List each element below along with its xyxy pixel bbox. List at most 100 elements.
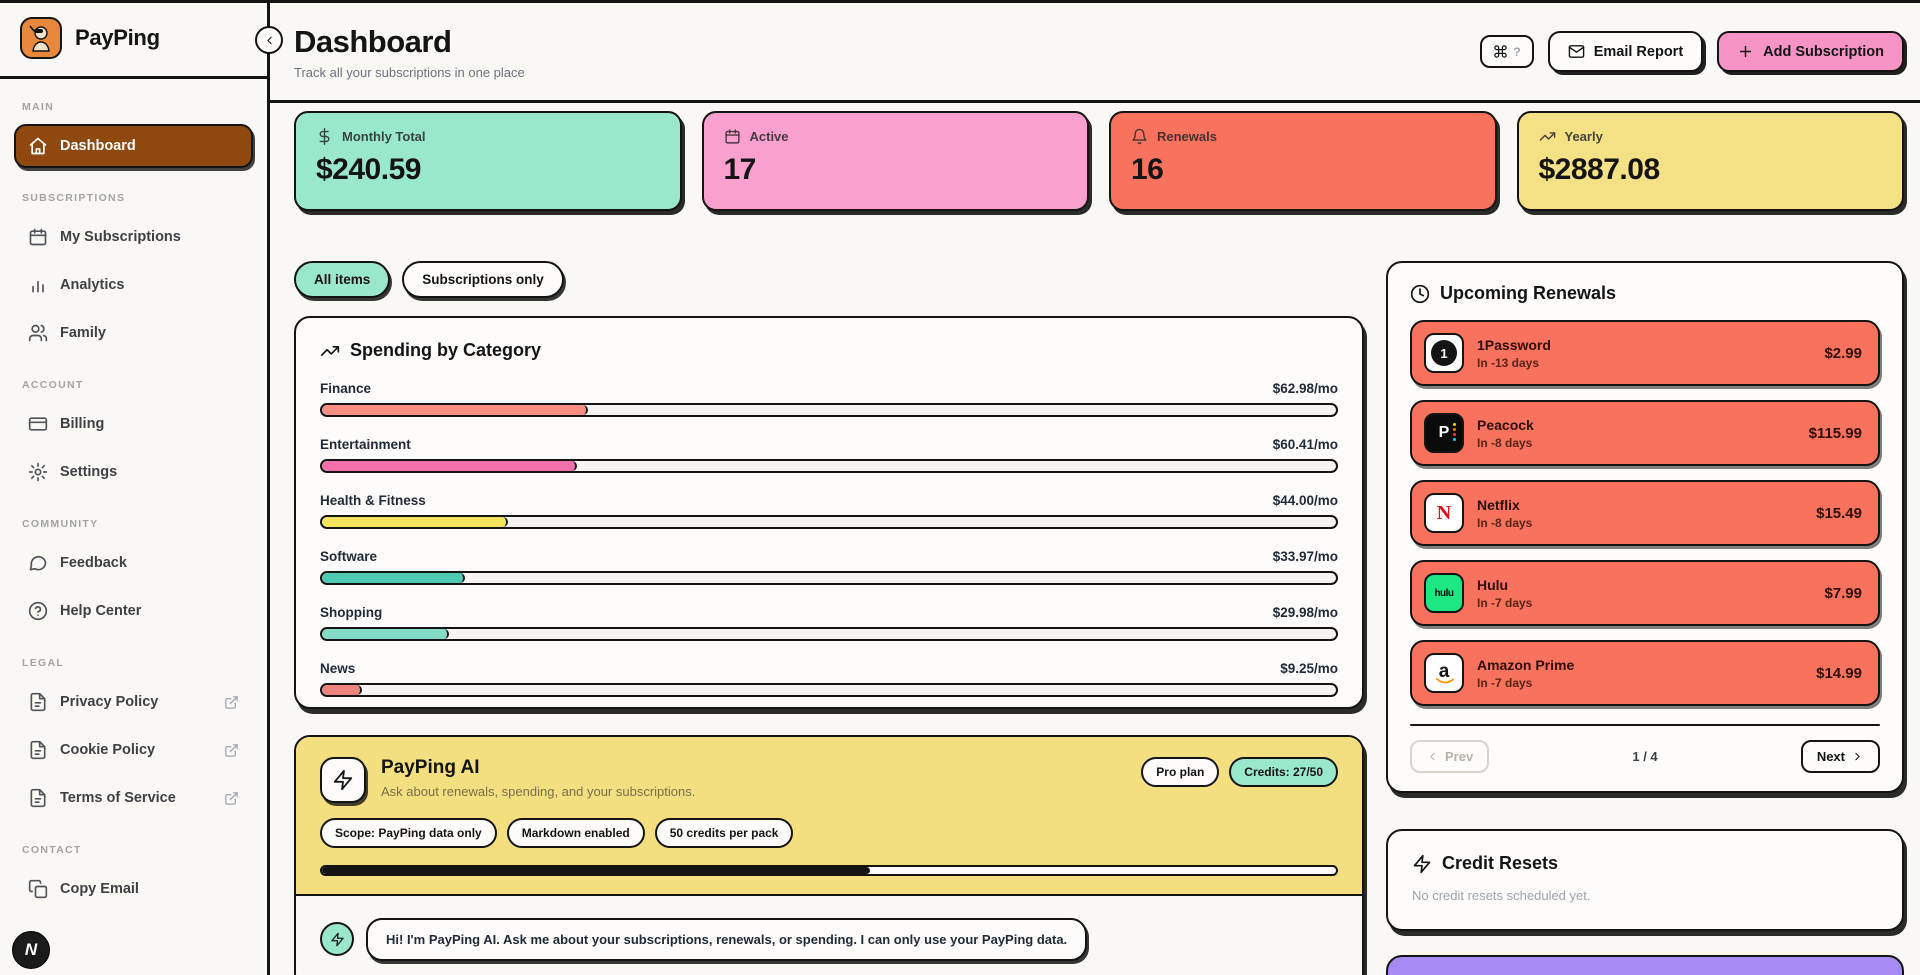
stat-card-yearly: Yearly $2887.08 bbox=[1516, 111, 1904, 211]
renewal-list: 1 1Password In -13 days $2.99 P Peacock In -8 … bbox=[1410, 320, 1880, 706]
credit-resets-card: Credit Resets No credit resets scheduled… bbox=[1386, 829, 1904, 931]
category-bar-track bbox=[320, 683, 1338, 697]
renewal-item-1password[interactable]: 1 1Password In -13 days $2.99 bbox=[1410, 320, 1880, 386]
credits-badge: Credits: 27/50 bbox=[1229, 757, 1338, 787]
renewal-item-hulu[interactable]: hulu Hulu In -7 days $7.99 bbox=[1410, 560, 1880, 626]
category-bar-fill bbox=[322, 461, 577, 471]
page-indicator: 1 / 4 bbox=[1632, 749, 1658, 764]
amazon-prime-logo: a bbox=[1424, 653, 1464, 693]
renewal-price: $7.99 bbox=[1824, 584, 1862, 602]
chevron-left-icon bbox=[1426, 750, 1439, 763]
prev-page-button[interactable]: Prev bbox=[1410, 740, 1490, 773]
nav-section-label: LEGAL bbox=[22, 657, 65, 669]
ai-tag-scope-payping-data-only: Scope: PayPing data only bbox=[320, 818, 497, 848]
sidebar-item-analytics[interactable]: Analytics bbox=[14, 263, 253, 307]
trend-icon bbox=[1539, 128, 1556, 145]
renewal-price: $14.99 bbox=[1816, 664, 1862, 682]
nextjs-badge[interactable]: N bbox=[12, 931, 50, 969]
sidebar-item-copy-email[interactable]: Copy Email bbox=[14, 867, 253, 911]
sidebar-item-cookie-policy[interactable]: Cookie Policy bbox=[14, 728, 253, 772]
stat-label: Active bbox=[749, 129, 789, 144]
category-value: $29.98/mo bbox=[1272, 605, 1338, 620]
renewal-item-amazon-prime[interactable]: a Amazon Prime In -7 days $14.99 bbox=[1410, 640, 1880, 706]
file-icon bbox=[28, 692, 48, 712]
external-link-icon bbox=[224, 743, 239, 758]
next-page-button[interactable]: Next bbox=[1800, 740, 1880, 773]
file-icon bbox=[28, 788, 48, 808]
page-header: Dashboard Track all your subscriptions i… bbox=[270, 3, 1920, 103]
spending-card-title: Spending by Category bbox=[350, 340, 542, 360]
1password-logo: 1 bbox=[1424, 333, 1464, 373]
renewal-due: In -7 days bbox=[1477, 675, 1533, 690]
credit-resets-title: Credit Resets bbox=[1442, 853, 1559, 873]
renewal-due: In -8 days bbox=[1477, 515, 1533, 530]
sidebar-item-family[interactable]: Family bbox=[14, 311, 253, 355]
sidebar-item-feedback[interactable]: Feedback bbox=[14, 541, 253, 585]
email-report-button[interactable]: Email Report bbox=[1547, 31, 1704, 72]
users-icon bbox=[28, 323, 48, 343]
nav-section-contact: CONTACT Copy Email bbox=[14, 844, 253, 911]
renewal-item-peacock[interactable]: P Peacock In -8 days $115.99 bbox=[1410, 400, 1880, 466]
dollar-icon bbox=[316, 128, 333, 145]
bar-chart-icon bbox=[28, 275, 48, 295]
renewal-price: $15.49 bbox=[1816, 504, 1862, 522]
renewal-due: In -7 days bbox=[1477, 595, 1533, 610]
renewal-name: Hulu bbox=[1477, 576, 1509, 593]
sidebar-item-billing[interactable]: Billing bbox=[14, 402, 253, 446]
category-bar-fill bbox=[322, 685, 362, 695]
sidebar-collapse-button[interactable] bbox=[255, 26, 283, 54]
trending-up-icon bbox=[320, 341, 340, 361]
renewal-price: $2.99 bbox=[1824, 344, 1862, 362]
file-icon bbox=[28, 740, 48, 760]
category-bar-fill bbox=[322, 405, 588, 415]
mail-icon bbox=[1568, 43, 1585, 60]
zap-icon bbox=[1412, 854, 1432, 874]
renewal-name: Amazon Prime bbox=[1477, 656, 1575, 673]
netflix-logo: N bbox=[1424, 493, 1464, 533]
divider bbox=[1410, 724, 1880, 726]
category-value: $44.00/mo bbox=[1272, 493, 1338, 508]
ai-message-bubble: Hi! I'm PayPing AI. Ask me about your su… bbox=[366, 918, 1088, 961]
stat-value: $240.59 bbox=[316, 153, 421, 186]
gear-icon bbox=[28, 462, 48, 482]
pro-plan-badge: Pro plan bbox=[1141, 757, 1220, 787]
page-title: Dashboard bbox=[294, 23, 452, 59]
credits-progress-fill bbox=[322, 867, 870, 874]
stat-value: $2887.08 bbox=[1538, 153, 1661, 186]
stat-card-active: Active 17 bbox=[701, 111, 1089, 211]
filter-subscriptions-only[interactable]: Subscriptions only bbox=[402, 261, 564, 298]
category-value: $9.25/mo bbox=[1280, 661, 1338, 676]
chevron-left-icon bbox=[263, 34, 276, 47]
renewal-price: $115.99 bbox=[1808, 424, 1862, 442]
renewal-item-netflix[interactable]: N Netflix In -8 days $15.49 bbox=[1410, 480, 1880, 546]
category-label: Shopping bbox=[320, 605, 383, 620]
sidebar-item-privacy-policy[interactable]: Privacy Policy bbox=[14, 680, 253, 724]
spending-row-health-fitness: Health & Fitness $44.00/mo bbox=[320, 493, 1338, 529]
message-icon bbox=[28, 553, 48, 573]
category-label: Finance bbox=[320, 381, 372, 396]
stat-card-renewals: Renewals 16 bbox=[1109, 111, 1497, 211]
sidebar-item-settings[interactable]: Settings bbox=[14, 450, 253, 494]
sidebar-item-my-subscriptions[interactable]: My Subscriptions bbox=[14, 215, 253, 259]
sidebar-item-help-center[interactable]: Help Center bbox=[14, 589, 253, 633]
keyboard-shortcut-button[interactable]: ? bbox=[1480, 35, 1534, 68]
category-label: Entertainment bbox=[320, 437, 411, 452]
hulu-logo: hulu bbox=[1424, 573, 1464, 613]
calendar-icon bbox=[28, 227, 48, 247]
category-bar-track bbox=[320, 627, 1338, 641]
renewal-name: 1Password bbox=[1477, 336, 1551, 353]
main-column: All items Subscriptions only Spending by … bbox=[294, 261, 1364, 975]
spending-row-software: Software $33.97/mo bbox=[320, 549, 1338, 585]
nav-section-label: MAIN bbox=[22, 101, 55, 113]
category-bar-track bbox=[320, 459, 1338, 473]
renewal-due: In -13 days bbox=[1477, 355, 1540, 370]
sidebar-item-terms-of-service[interactable]: Terms of Service bbox=[14, 776, 253, 820]
spending-row-news: News $9.25/mo bbox=[320, 661, 1338, 697]
add-subscription-button[interactable]: Add Subscription bbox=[1717, 31, 1904, 72]
right-column: Upcoming Renewals 1 1Password In -13 days $… bbox=[1386, 261, 1904, 975]
filter-all-items[interactable]: All items bbox=[294, 261, 391, 298]
ai-tag-markdown-enabled: Markdown enabled bbox=[506, 818, 645, 848]
stats-row: Monthly Total $240.59 Active 17 Renewals 16 Ye… bbox=[294, 111, 1904, 211]
peacock-logo: P bbox=[1424, 413, 1464, 453]
sidebar-item-dashboard[interactable]: Dashboard bbox=[14, 124, 253, 168]
